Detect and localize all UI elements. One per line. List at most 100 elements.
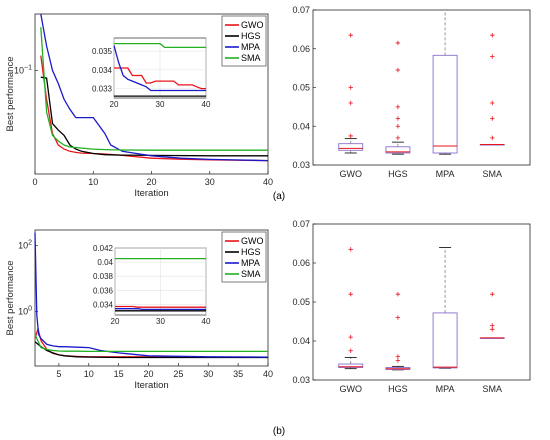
x-tick-label: 20: [146, 177, 156, 187]
inset-x-tick-label: 20: [110, 100, 119, 109]
y-tick-label: 0.03: [292, 375, 310, 385]
outlier-marker: [395, 354, 401, 359]
outlier-marker: [348, 32, 353, 38]
inset-y-tick-label: 0.035: [92, 47, 113, 56]
outlier-marker: [490, 135, 495, 141]
y-tick-label: 0.04: [292, 121, 310, 131]
inset-y-tick-label: 0.034: [92, 66, 113, 75]
legend-label-mpa: MPA: [241, 258, 260, 268]
outlier-marker: [395, 67, 401, 73]
outlier-marker: [395, 104, 401, 110]
x-tick-label: GWO: [339, 169, 362, 179]
inset-y-tick-label: 0.034: [93, 300, 114, 309]
outlier-marker: [348, 100, 353, 106]
outlier-marker: [348, 85, 353, 90]
y-tick-label: 0.05: [292, 83, 310, 93]
outlier-marker: [395, 40, 401, 46]
y-axis-label: Best performance: [5, 57, 16, 132]
outlier-marker: [490, 54, 495, 59]
box-gwo: [338, 363, 364, 368]
y-tick-label: 0.06: [292, 44, 310, 54]
outlier-marker: [490, 323, 495, 328]
series-line-sma: [34, 334, 268, 353]
inset-x-tick-label: 30: [156, 100, 165, 109]
y-tick-label: 0.04: [292, 336, 310, 346]
inset-y-tick-label: 0.04: [97, 258, 113, 267]
x-axis-label: Iteration: [134, 188, 168, 199]
x-tick-label: 25: [173, 369, 183, 379]
y-tick-label: 10−1: [14, 64, 32, 75]
x-tick-label: 30: [205, 177, 215, 187]
legend-label-hgs: HGS: [241, 247, 261, 257]
legend-label-gwo: GWO: [241, 20, 264, 30]
x-tick-label: HGS: [388, 384, 408, 394]
x-tick-label: 10: [88, 177, 98, 187]
outlier-marker: [490, 32, 495, 38]
legend-label-mpa: MPA: [241, 42, 260, 52]
outlier-marker: [490, 100, 495, 106]
plot-area: [312, 9, 531, 166]
outlier-marker: [395, 124, 401, 129]
y-axis-label: Best performance: [5, 261, 16, 336]
inset-y-tick-label: 0.033: [92, 85, 113, 94]
y-tick-label: 0.06: [292, 258, 310, 268]
x-tick-label: 40: [263, 369, 273, 379]
x-tick-label: 5: [56, 369, 61, 379]
outlier-marker: [395, 358, 401, 363]
y-tick-label: 0.03: [292, 160, 310, 170]
convergence-plot-b: 5 10 15 20 25 30 35 40 102 100 Iteration Best perfo…: [5, 229, 273, 391]
x-tick-label: SMA: [483, 169, 503, 179]
x-tick-label: 0: [32, 177, 37, 187]
legend-label-gwo: GWO: [241, 236, 264, 246]
outlier-marker: [395, 135, 401, 141]
inset-series-line-gwo: [115, 305, 206, 308]
outlier-marker: [348, 292, 353, 297]
inset-series-line-gwo: [114, 67, 206, 90]
outlier-marker: [490, 116, 495, 121]
box-mpa: [432, 54, 458, 154]
x-tick-label: 20: [144, 369, 154, 379]
inset-x-tick-label: 30: [156, 317, 165, 326]
inset-series-line-mpa: [115, 308, 206, 311]
convergence-plot-a: 0 10 20 30 40 10−1 Iteration Best performance GW…: [5, 13, 273, 199]
boxplot-a: 0.03 0.04 0.05 0.06 0.07 GWO HGS MPA SMA: [292, 5, 531, 179]
x-tick-label: MPA: [436, 384, 455, 394]
y-tick-label: 102: [18, 240, 32, 251]
x-tick-label: MPA: [436, 169, 455, 179]
outlier-marker: [348, 133, 353, 139]
legend-label-hgs: HGS: [241, 31, 261, 41]
x-tick-label: 40: [263, 177, 273, 187]
y-tick-label: 0.05: [292, 297, 310, 307]
inset-series-line-mpa: [113, 45, 206, 92]
x-axis-label: Iteration: [134, 380, 168, 391]
box-gwo: [338, 143, 364, 151]
y-tick-label: 0.07: [292, 5, 310, 15]
outlier-marker: [490, 292, 495, 297]
series-line-mpa: [40, 13, 269, 162]
legend-label-sma: SMA: [241, 269, 261, 279]
outlier-marker: [395, 292, 401, 297]
y-tick-label: 0.07: [292, 219, 310, 229]
inset-y-tick-label: 0.036: [93, 286, 114, 295]
x-tick-label: 35: [233, 369, 243, 379]
inset-x-tick-label: 20: [111, 317, 120, 326]
series-line-mpa: [34, 232, 269, 358]
x-tick-label: 15: [114, 369, 124, 379]
outlier-marker: [490, 327, 495, 332]
outlier-marker: [348, 348, 353, 353]
inset-y-tick-label: 0.042: [93, 244, 114, 253]
outlier-marker: [348, 334, 353, 340]
x-tick-label: SMA: [483, 384, 503, 394]
caption-b: (b): [273, 426, 285, 437]
legend-label-sma: SMA: [241, 53, 261, 63]
x-tick-label: HGS: [388, 169, 408, 179]
outlier-marker: [395, 315, 401, 320]
x-tick-label: GWO: [339, 384, 362, 394]
caption-a: (a): [273, 191, 285, 202]
inset-series-line-sma: [114, 42, 206, 49]
series-line-sma: [40, 27, 268, 151]
outlier-marker: [348, 247, 353, 252]
plot-area: [312, 223, 531, 381]
x-tick-label: 30: [203, 369, 213, 379]
